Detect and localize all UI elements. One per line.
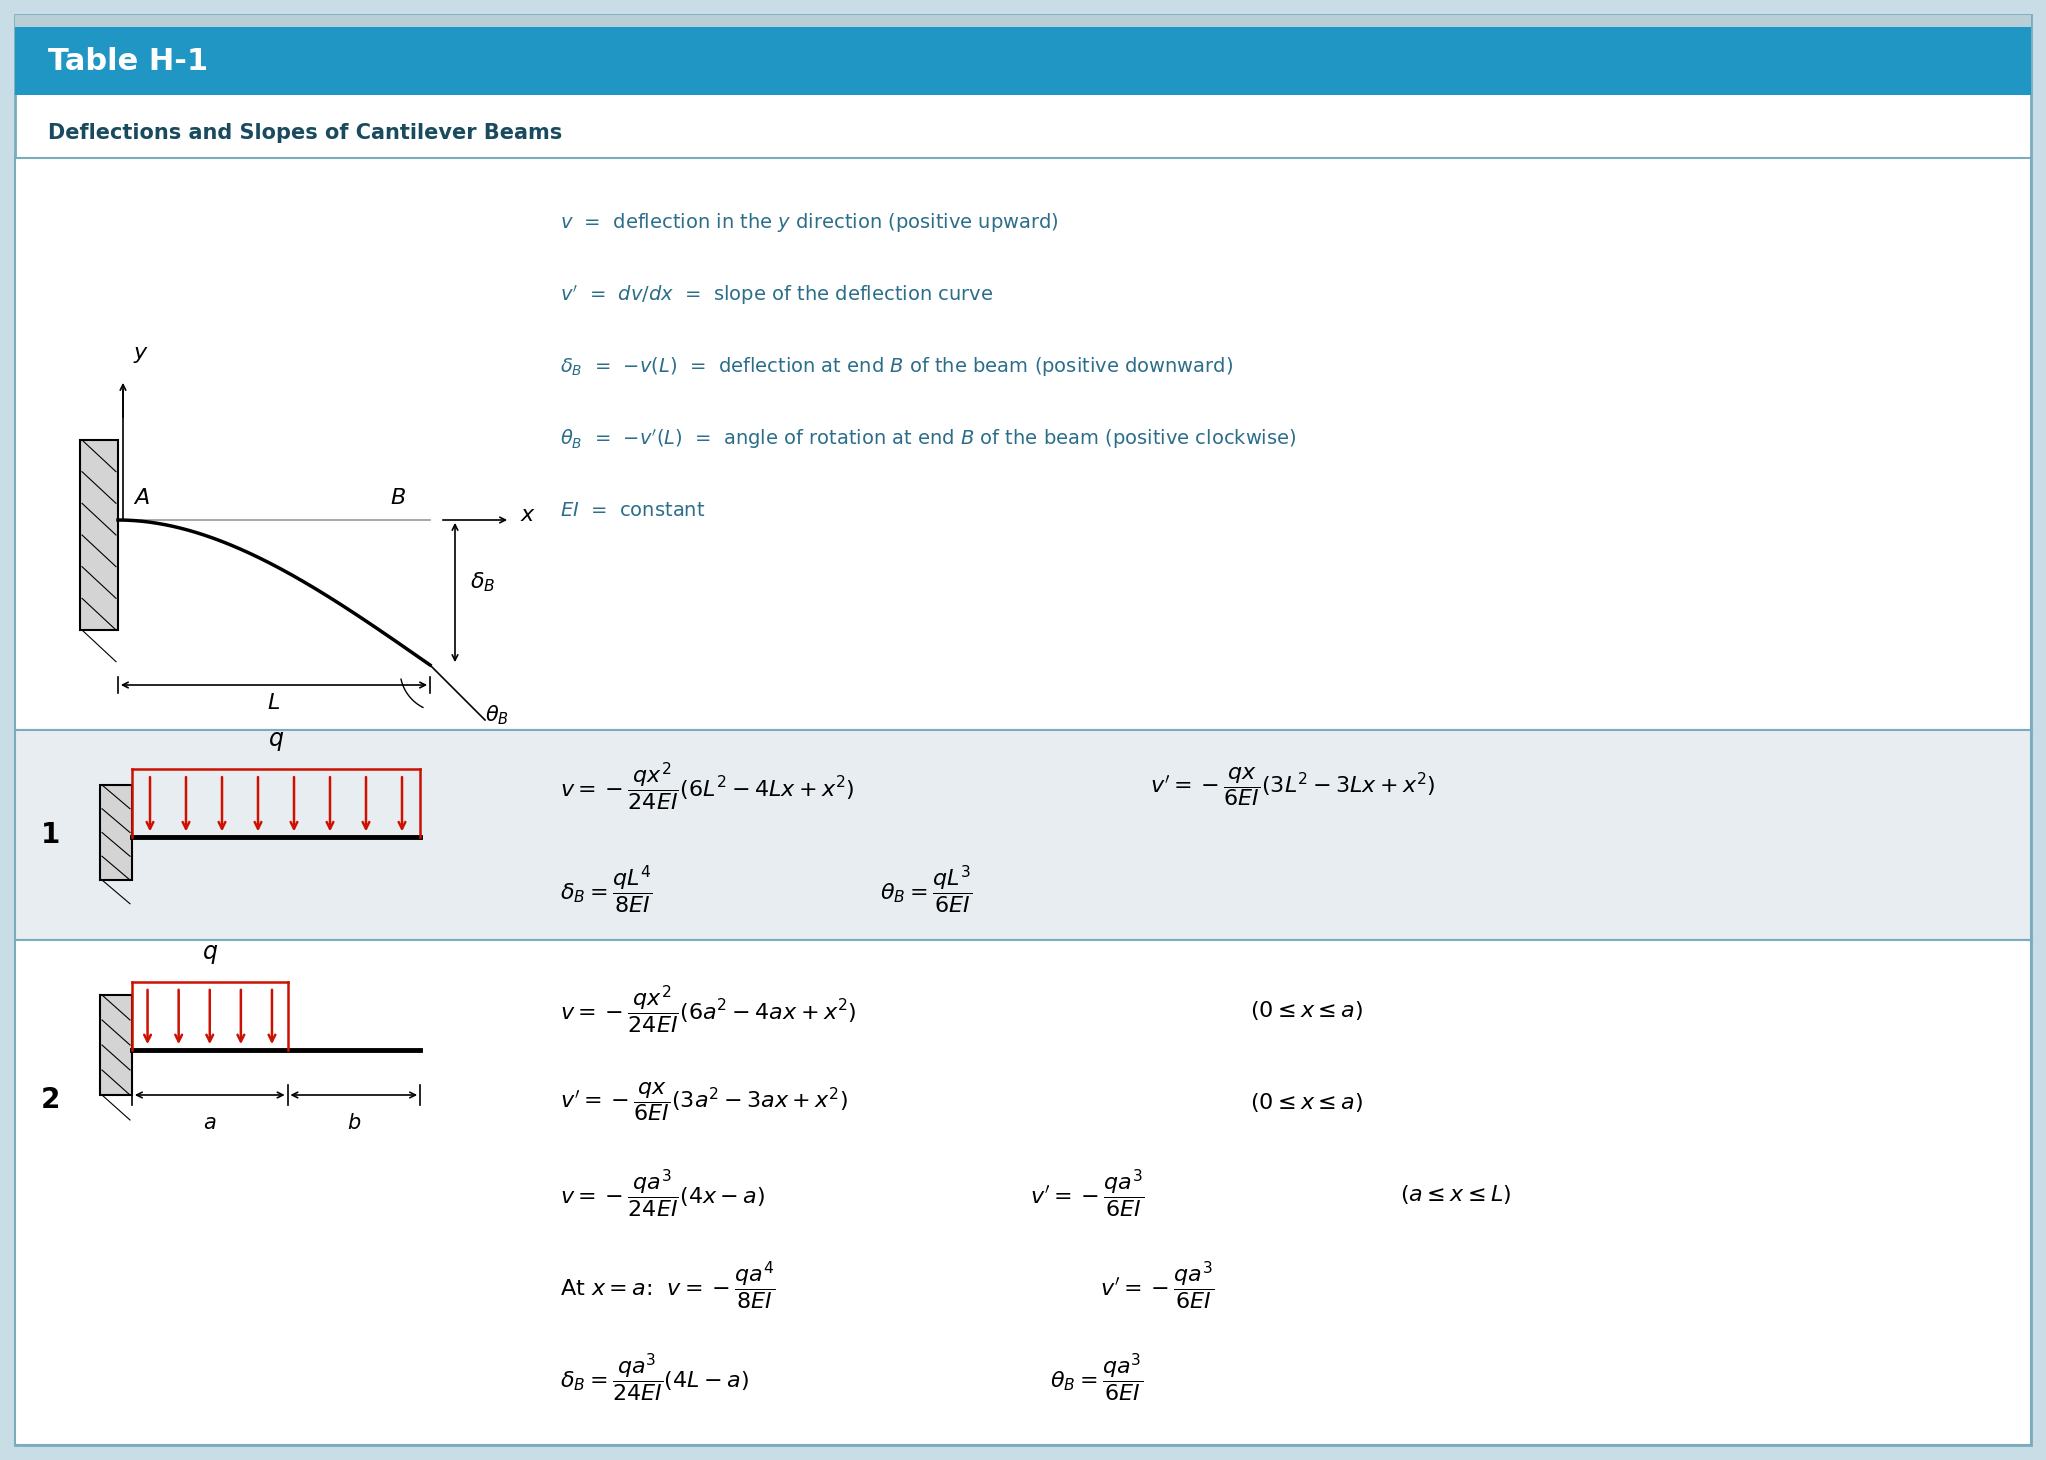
Text: $\delta_B = \dfrac{qa^3}{24EI}(4L - a)$: $\delta_B = \dfrac{qa^3}{24EI}(4L - a)$ <box>561 1352 749 1405</box>
Text: $q$: $q$ <box>268 729 284 753</box>
Text: $v' = -\dfrac{qx}{6EI}(3L^2 - 3Lx + x^2)$: $v' = -\dfrac{qx}{6EI}(3L^2 - 3Lx + x^2)… <box>1150 765 1436 809</box>
Text: At $x = a$:  $v = -\dfrac{qa^4}{8EI}$: At $x = a$: $v = -\dfrac{qa^4}{8EI}$ <box>561 1260 775 1313</box>
Text: $L$: $L$ <box>268 694 280 712</box>
Text: 2: 2 <box>41 1086 59 1114</box>
Bar <box>100 996 133 1095</box>
Text: $v = -\dfrac{qa^3}{24EI}(4x - a)$: $v = -\dfrac{qa^3}{24EI}(4x - a)$ <box>561 1168 765 1221</box>
Text: $B$: $B$ <box>391 488 405 508</box>
Bar <box>80 439 119 631</box>
Text: $v' = -\dfrac{qx}{6EI}(3a^2 - 3ax + x^2)$: $v' = -\dfrac{qx}{6EI}(3a^2 - 3ax + x^2)… <box>561 1080 849 1124</box>
Text: $\delta_B$: $\delta_B$ <box>471 571 495 594</box>
Bar <box>100 785 133 880</box>
Text: $y$: $y$ <box>133 345 149 365</box>
Text: $v = -\dfrac{qx^2}{24EI}(6L^2 - 4Lx + x^2)$: $v = -\dfrac{qx^2}{24EI}(6L^2 - 4Lx + x^… <box>561 761 855 813</box>
Text: $a$: $a$ <box>203 1113 217 1133</box>
Text: $\theta_B = \dfrac{qa^3}{6EI}$: $\theta_B = \dfrac{qa^3}{6EI}$ <box>1050 1352 1144 1405</box>
Text: $(a \leq x \leq L)$: $(a \leq x \leq L)$ <box>1399 1183 1512 1206</box>
Text: $\theta_B = \dfrac{qL^3}{6EI}$: $\theta_B = \dfrac{qL^3}{6EI}$ <box>880 864 972 915</box>
Bar <box>14 26 2032 95</box>
Text: $\theta_B$: $\theta_B$ <box>485 704 509 727</box>
Text: $EI$  =  constant: $EI$ = constant <box>561 501 706 521</box>
Text: Table H-1: Table H-1 <box>47 47 209 76</box>
Bar <box>14 940 2032 1445</box>
Text: $v = -\dfrac{qx^2}{24EI}(6a^2 - 4ax + x^2)$: $v = -\dfrac{qx^2}{24EI}(6a^2 - 4ax + x^… <box>561 984 857 1037</box>
Text: $\theta_B$  =  $-v'(L)$  =  angle of rotation at end $B$ of the beam (positive c: $\theta_B$ = $-v'(L)$ = angle of rotatio… <box>561 426 1297 451</box>
Text: $x$: $x$ <box>520 505 536 526</box>
Text: Deflections and Slopes of Cantilever Beams: Deflections and Slopes of Cantilever Bea… <box>47 123 563 143</box>
Text: 1: 1 <box>41 821 59 850</box>
Text: $A$: $A$ <box>133 488 149 508</box>
Text: $(0 \leq x \leq a)$: $(0 \leq x \leq a)$ <box>1250 999 1363 1022</box>
Text: $v' = -\dfrac{qa^3}{6EI}$: $v' = -\dfrac{qa^3}{6EI}$ <box>1029 1168 1146 1221</box>
Text: $v' = -\dfrac{qa^3}{6EI}$: $v' = -\dfrac{qa^3}{6EI}$ <box>1101 1260 1215 1313</box>
Text: $\delta_B = \dfrac{qL^4}{8EI}$: $\delta_B = \dfrac{qL^4}{8EI}$ <box>561 864 653 915</box>
Text: $v'$  =  $dv/dx$  =  slope of the deflection curve: $v'$ = $dv/dx$ = slope of the deflection… <box>561 283 992 307</box>
Bar <box>14 730 2032 940</box>
Text: $v$  =  deflection in the $y$ direction (positive upward): $v$ = deflection in the $y$ direction (p… <box>561 212 1060 235</box>
Text: $(0 \leq x \leq a)$: $(0 \leq x \leq a)$ <box>1250 1091 1363 1114</box>
Text: $\delta_B$  =  $-v(L)$  =  deflection at end $B$ of the beam (positive downward): $\delta_B$ = $-v(L)$ = deflection at end… <box>561 355 1234 378</box>
Bar <box>14 158 2032 730</box>
Bar <box>14 15 2032 26</box>
Text: $b$: $b$ <box>346 1113 360 1133</box>
Text: $q$: $q$ <box>203 942 217 967</box>
